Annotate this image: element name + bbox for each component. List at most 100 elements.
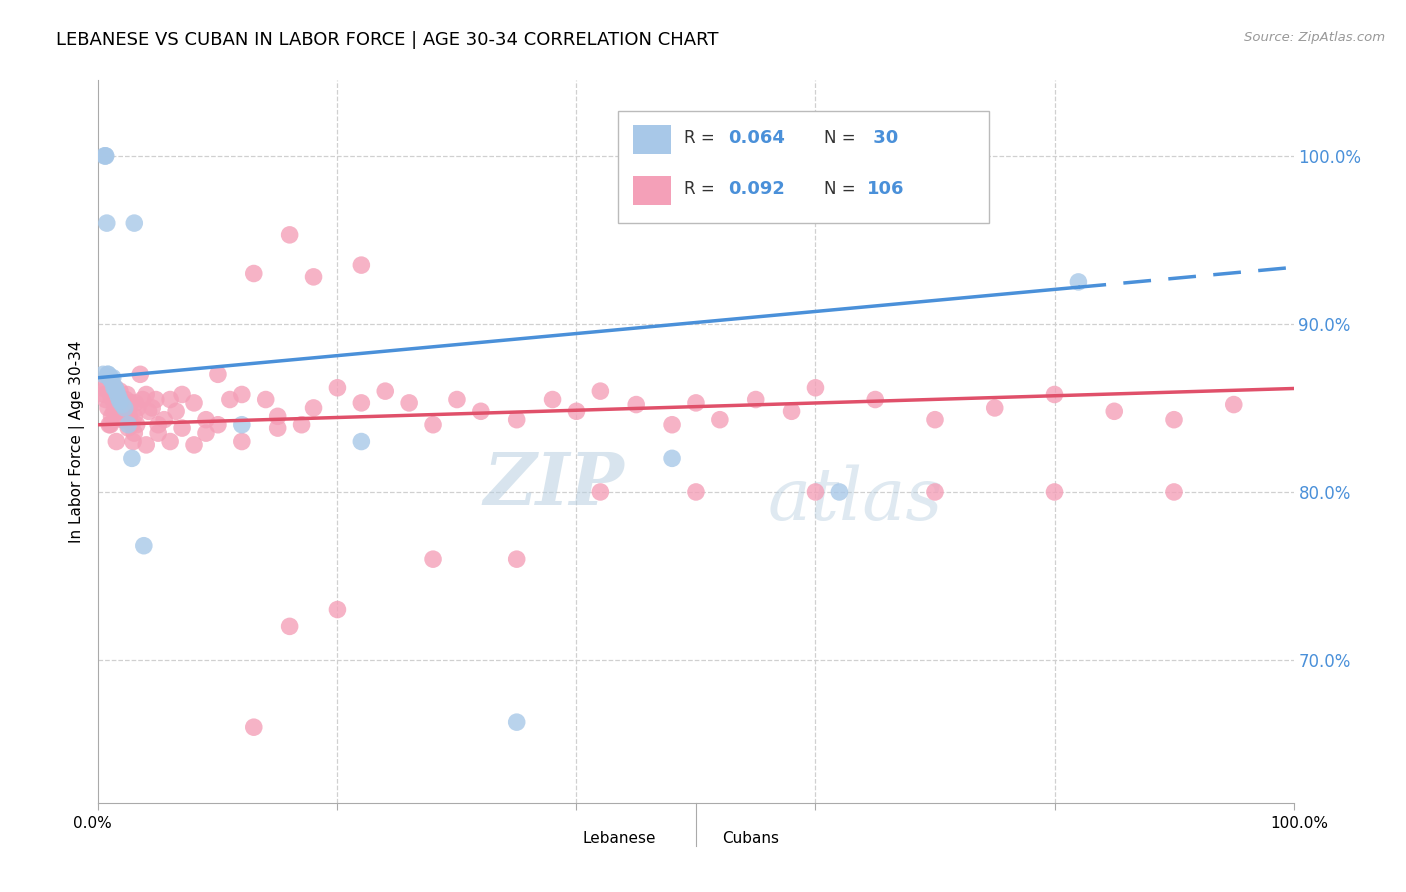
Point xyxy=(350,434,373,449)
Point xyxy=(104,381,127,395)
Point xyxy=(94,149,117,163)
Point xyxy=(107,391,129,405)
Point xyxy=(115,392,138,407)
Point xyxy=(865,392,887,407)
Point xyxy=(104,381,127,395)
Point xyxy=(219,392,242,407)
Point xyxy=(172,387,194,401)
Point xyxy=(267,409,290,424)
Point xyxy=(183,396,205,410)
FancyBboxPatch shape xyxy=(633,176,671,204)
Point xyxy=(589,384,612,398)
Point xyxy=(148,426,170,441)
Point xyxy=(589,485,612,500)
Point xyxy=(114,413,136,427)
Point xyxy=(101,392,124,407)
Text: 0.092: 0.092 xyxy=(728,179,785,198)
Point xyxy=(374,384,396,398)
Point xyxy=(129,368,152,382)
Point xyxy=(1067,275,1090,289)
Point xyxy=(506,715,529,730)
Point xyxy=(105,434,128,449)
Point xyxy=(117,417,139,432)
Point xyxy=(326,602,349,616)
Point xyxy=(124,409,146,424)
Text: 0.0%: 0.0% xyxy=(73,816,112,831)
Point xyxy=(153,413,176,427)
Point xyxy=(98,370,122,384)
Point xyxy=(780,404,803,418)
Point xyxy=(103,404,125,418)
Point xyxy=(302,269,325,284)
Point xyxy=(91,368,114,382)
Point xyxy=(124,396,146,410)
Text: N =: N = xyxy=(824,179,860,198)
Point xyxy=(100,409,122,424)
Point xyxy=(107,392,129,407)
Point xyxy=(661,417,683,432)
Point xyxy=(326,381,349,395)
Point xyxy=(121,451,143,466)
Point xyxy=(141,401,163,415)
Y-axis label: In Labor Force | Age 30-34: In Labor Force | Age 30-34 xyxy=(69,340,84,543)
Point xyxy=(422,417,444,432)
Point xyxy=(108,394,131,409)
Point xyxy=(1043,387,1066,401)
Point xyxy=(207,417,229,432)
Point xyxy=(97,401,120,415)
Point xyxy=(207,368,229,382)
Point xyxy=(98,370,121,384)
Point xyxy=(100,374,122,388)
Point xyxy=(96,381,118,395)
Point xyxy=(278,619,301,633)
Point xyxy=(93,149,115,163)
Point xyxy=(105,401,128,415)
Point xyxy=(117,404,139,418)
Point xyxy=(231,417,253,432)
FancyBboxPatch shape xyxy=(619,111,988,223)
Point xyxy=(685,396,707,410)
Text: Cubans: Cubans xyxy=(723,831,779,847)
Text: R =: R = xyxy=(685,179,720,198)
Point xyxy=(112,404,135,418)
Point xyxy=(172,421,194,435)
Point xyxy=(125,417,148,432)
Point xyxy=(685,485,707,500)
FancyBboxPatch shape xyxy=(633,125,671,154)
Point xyxy=(101,370,124,384)
Point xyxy=(118,409,141,424)
Text: 30: 30 xyxy=(868,129,898,147)
Text: ZIP: ZIP xyxy=(484,450,624,520)
Point xyxy=(135,387,157,401)
Point xyxy=(243,267,266,281)
Point xyxy=(231,434,253,449)
Point xyxy=(114,401,136,415)
Point xyxy=(122,434,145,449)
Point xyxy=(231,387,253,401)
Point xyxy=(96,216,118,230)
Point xyxy=(506,413,529,427)
Point xyxy=(924,413,946,427)
Point xyxy=(148,417,170,432)
Point xyxy=(709,413,731,427)
Point xyxy=(267,421,290,435)
Point xyxy=(984,401,1007,415)
Point xyxy=(121,417,143,432)
Point xyxy=(124,426,146,441)
Point xyxy=(138,404,160,418)
Point xyxy=(132,539,155,553)
Point xyxy=(565,404,588,418)
Point xyxy=(183,438,205,452)
Point xyxy=(924,485,946,500)
Point xyxy=(626,398,648,412)
Point xyxy=(1223,398,1246,412)
Point xyxy=(243,720,266,734)
Point xyxy=(165,404,187,418)
Point xyxy=(398,396,420,410)
Point xyxy=(111,413,134,427)
Point xyxy=(110,401,132,415)
Point xyxy=(1104,404,1126,418)
Point xyxy=(1163,413,1185,427)
Point xyxy=(98,417,121,432)
Point xyxy=(127,401,149,415)
